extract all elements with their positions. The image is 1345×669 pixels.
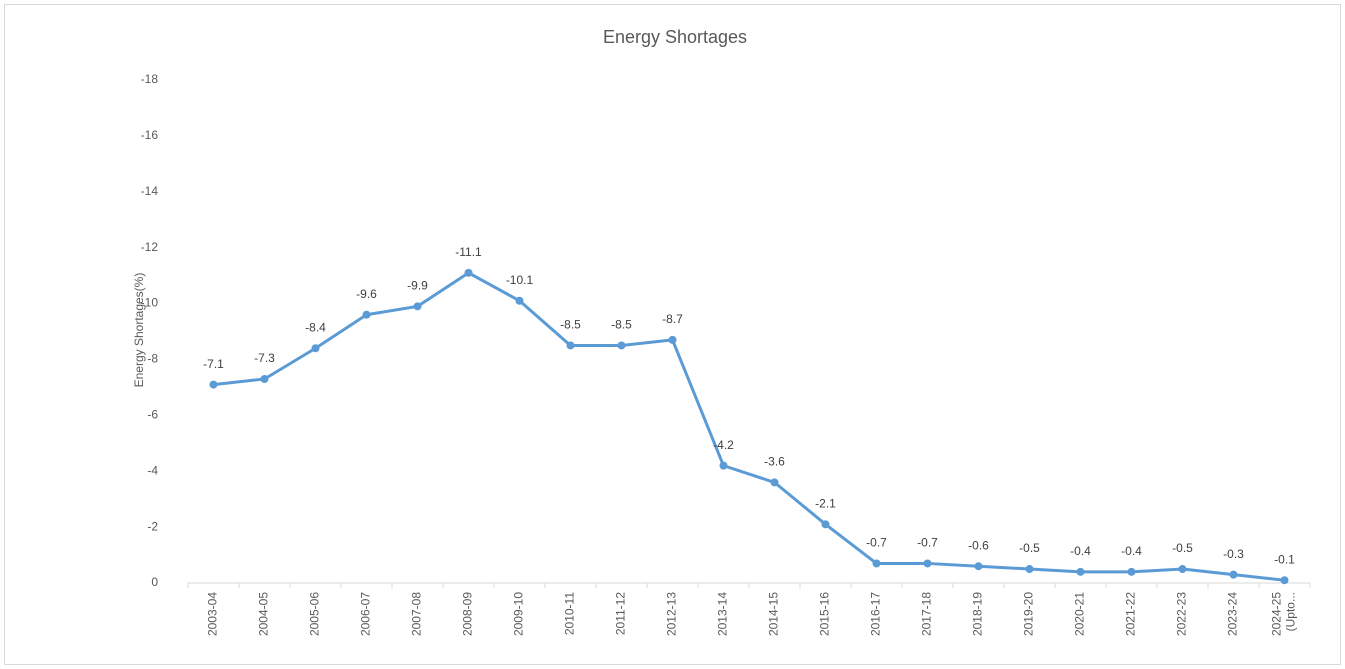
y-tick-label: 0	[151, 575, 158, 589]
data-label: -3.6	[764, 455, 785, 469]
x-tick-label: 2017-18	[920, 592, 934, 636]
data-label: -7.3	[254, 351, 275, 365]
point	[515, 296, 524, 305]
x-tick-label: 2012-13	[665, 592, 679, 636]
y-tick-label: -6	[147, 408, 158, 422]
y-tick-label: -8	[147, 352, 158, 366]
point	[974, 562, 983, 571]
x-tick-label: 2018-19	[971, 592, 985, 636]
data-label: -0.5	[1172, 541, 1193, 555]
x-tick-label: 2024-25(Upto...	[1270, 592, 1298, 636]
data-label: -10.1	[506, 273, 534, 287]
x-tick-label: 2009-10	[512, 592, 526, 636]
x-tick-label: 2007-08	[410, 592, 424, 636]
x-tick-label: 2023-24	[1226, 592, 1240, 636]
data-label: -8.4	[305, 320, 326, 334]
point	[1280, 576, 1289, 585]
y-tick-label: -4	[147, 463, 158, 477]
line	[213, 271, 1285, 582]
point	[1178, 565, 1187, 574]
x-tick-label: 2008-09	[461, 592, 475, 636]
point	[872, 559, 881, 568]
point	[1076, 567, 1085, 576]
y-axis-label: Energy Shortages(%)	[132, 273, 146, 388]
point	[566, 341, 575, 350]
x-tick-label: 2005-06	[308, 592, 322, 636]
data-label: -9.6	[356, 287, 377, 301]
data-label: -0.7	[866, 536, 887, 550]
data-label: -0.3	[1223, 547, 1244, 561]
data-label: -0.7	[917, 536, 938, 550]
y-tick-label: -14	[141, 184, 159, 198]
y-tick-label: -12	[141, 240, 159, 254]
point	[413, 302, 422, 311]
point	[260, 375, 269, 384]
x-tick-label: 2013-14	[716, 592, 730, 636]
x-tick-label: 2011-12	[614, 592, 628, 635]
x-tick-label: 2015-16	[818, 592, 832, 636]
x-tick-label: 2016-17	[869, 592, 883, 636]
point	[311, 344, 320, 353]
point	[617, 341, 626, 350]
x-tick-label: 2022-23	[1175, 592, 1189, 636]
y-tick-label: -16	[141, 128, 159, 142]
data-label: -0.4	[1070, 544, 1091, 558]
point	[1025, 565, 1034, 574]
data-label: -9.9	[407, 279, 428, 293]
x-tick-label: 2003-04	[206, 592, 220, 636]
point	[464, 268, 473, 277]
data-label: -0.4	[1121, 544, 1142, 558]
y-tick-label: -10	[141, 296, 159, 310]
point	[668, 335, 677, 344]
y-tick-label: -2	[147, 519, 158, 533]
y-tick-label: -18	[141, 72, 159, 86]
point	[1127, 567, 1136, 576]
point	[821, 520, 830, 529]
data-label: -8.5	[560, 318, 581, 332]
x-tick-label: 2004-05	[257, 592, 271, 636]
chart-border	[4, 4, 1341, 665]
x-tick-label: 2010-11	[563, 592, 577, 635]
x-tick-label: 2020-21	[1073, 592, 1087, 636]
point	[1229, 570, 1238, 579]
point	[362, 310, 371, 319]
x-tick-label: 2014-15	[767, 592, 781, 636]
data-label: -11.1	[455, 245, 482, 259]
x-tick-label: 2021-22	[1124, 592, 1138, 636]
data-label: -0.6	[968, 538, 989, 552]
point	[719, 461, 728, 470]
data-label: -8.7	[662, 312, 683, 326]
chart-title: Energy Shortages	[603, 27, 747, 47]
data-label: -0.5	[1019, 541, 1040, 555]
data-label: -2.1	[815, 496, 836, 510]
data-label: -4.2	[713, 438, 734, 452]
x-tick-label: 2006-07	[359, 592, 373, 636]
x-tick-label: 2019-20	[1022, 592, 1036, 636]
data-label: -7.1	[203, 357, 224, 371]
point	[209, 380, 218, 389]
point	[770, 478, 779, 487]
data-label: -0.1	[1274, 552, 1295, 566]
point	[923, 559, 932, 568]
data-label: -8.5	[611, 318, 632, 332]
